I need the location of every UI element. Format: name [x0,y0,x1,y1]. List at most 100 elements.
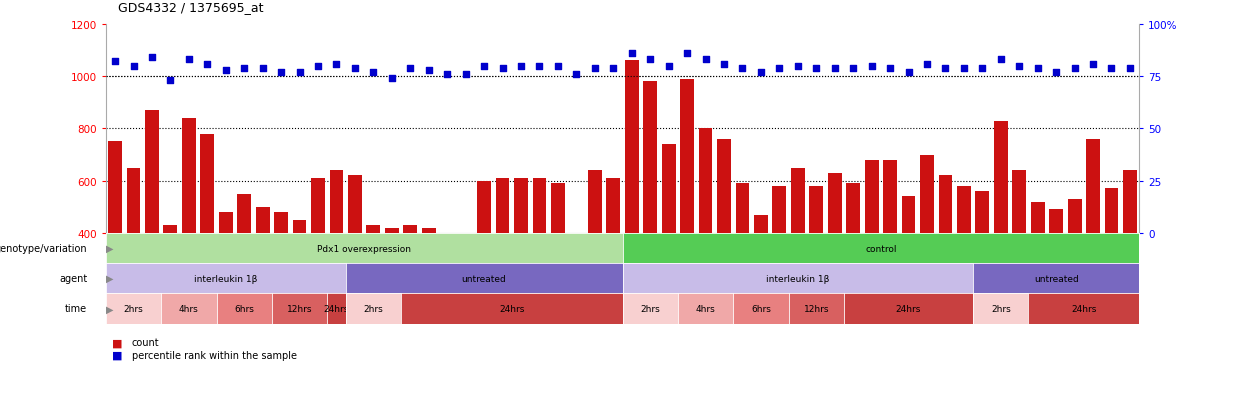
Point [437,71,457,78]
Bar [939,176,952,233]
Bar [274,212,288,233]
Point [991,57,1011,64]
Point [345,65,365,72]
Text: 2hrs: 2hrs [364,304,383,313]
Point [696,57,716,64]
Text: 6hrs: 6hrs [234,304,254,313]
Point [308,63,327,70]
Bar [1031,202,1045,233]
Point [972,65,992,72]
Bar [754,215,768,233]
Bar [1012,171,1026,233]
Bar [1123,171,1137,233]
Point [418,67,438,74]
Text: 2hrs: 2hrs [640,304,660,313]
Text: Pdx1 overexpression: Pdx1 overexpression [317,244,411,253]
Bar [330,171,344,233]
Point [715,61,735,68]
Bar [625,61,639,233]
Point [769,65,789,72]
Bar [108,142,122,233]
Point [456,71,476,78]
Bar [422,228,436,233]
Text: untreated: untreated [462,274,507,283]
Text: 24hrs: 24hrs [1071,304,1097,313]
Text: untreated: untreated [1033,274,1078,283]
Point [529,63,549,70]
Text: 12hrs: 12hrs [803,304,829,313]
Point [918,61,937,68]
Bar [847,184,860,233]
Bar [293,220,306,233]
Bar [1086,140,1101,233]
Point [142,55,162,62]
Bar [883,160,896,233]
Point [1046,69,1066,76]
Point [1120,65,1140,72]
Point [807,65,827,72]
Bar [477,181,491,233]
Text: 6hrs: 6hrs [751,304,771,313]
Point [954,65,974,72]
Point [824,65,844,72]
Point [198,61,218,68]
Text: GDS4332 / 1375695_at: GDS4332 / 1375695_at [118,2,264,14]
Text: interleukin 1β: interleukin 1β [194,274,258,283]
Point [401,65,421,72]
Bar [219,212,233,233]
Point [880,65,900,72]
Point [899,69,919,76]
Text: 12hrs: 12hrs [286,304,312,313]
Point [1102,65,1122,72]
Point [640,57,660,64]
Point [493,65,513,72]
Point [604,65,624,72]
Point [326,61,346,68]
Bar [588,171,601,233]
Bar [680,80,693,233]
Point [382,76,402,82]
Bar [458,233,473,236]
Text: interleukin 1β: interleukin 1β [766,274,829,283]
Point [215,67,235,74]
Point [843,65,863,72]
Bar [698,129,712,233]
Bar [791,168,804,233]
Point [677,51,697,57]
Text: ▶: ▶ [106,273,113,284]
Text: 4hrs: 4hrs [696,304,716,313]
Bar [349,176,362,233]
Bar [661,145,676,233]
Point [585,65,605,72]
Bar [311,178,325,233]
Point [253,65,273,72]
Bar [957,186,971,233]
Text: percentile rank within the sample: percentile rank within the sample [132,350,298,360]
Text: genotype/variation: genotype/variation [0,243,87,254]
Bar [994,121,1007,233]
Bar [127,168,141,233]
Bar [865,160,879,233]
Point [1083,61,1103,68]
Point [1027,65,1047,72]
Text: 24hrs: 24hrs [499,304,524,313]
Point [105,59,125,66]
Point [271,69,291,76]
Text: 2hrs: 2hrs [123,304,143,313]
Bar [1050,210,1063,233]
Point [788,63,808,70]
Text: ▶: ▶ [106,304,113,314]
Text: 24hrs: 24hrs [324,304,349,313]
Point [1064,65,1084,72]
Bar [920,155,934,233]
Bar [403,225,417,233]
Bar [736,184,749,233]
Bar [552,184,565,233]
Point [732,65,752,72]
Bar [533,178,547,233]
Bar [828,173,842,233]
Point [621,51,641,57]
Point [548,63,568,70]
Bar [644,82,657,233]
Bar [238,194,251,233]
